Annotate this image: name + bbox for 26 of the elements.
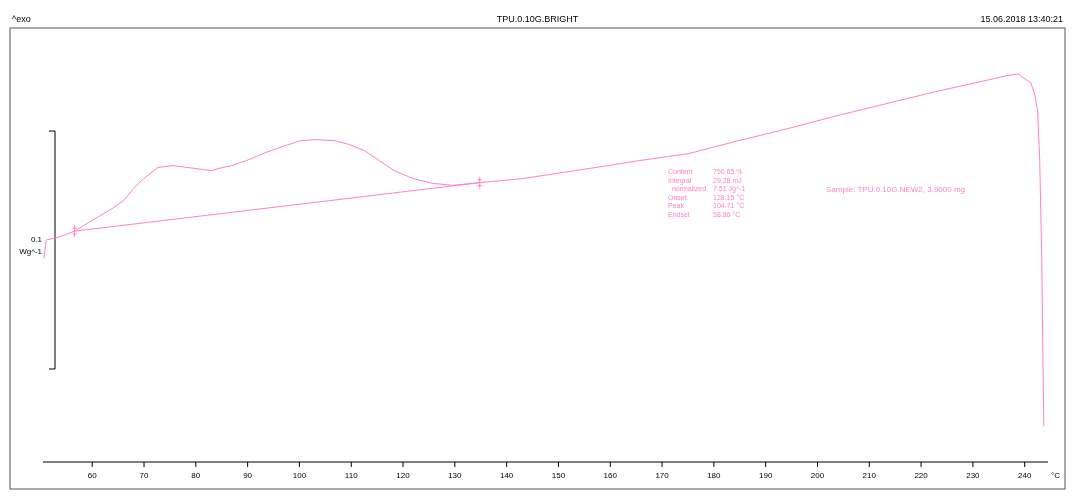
x-tick-label: 100 (292, 471, 307, 480)
x-tick-label: 60 (87, 471, 98, 480)
x-tick-label: 70 (139, 471, 150, 480)
x-tick-label: 160 (603, 471, 618, 480)
x-axis-title: °C (1051, 471, 1061, 480)
x-tick-label: 180 (707, 471, 722, 480)
x-tick-label: 170 (655, 471, 670, 480)
x-tick-label: 240 (1018, 471, 1032, 480)
x-tick-label: 80 (191, 471, 201, 480)
x-tick-label: 140 (499, 471, 514, 480)
text: ^exo (12, 14, 31, 24)
y-axis-title: Wg^-1 (19, 247, 43, 256)
x-tick-label: 90 (243, 471, 253, 480)
x-tick-label: 130 (448, 471, 463, 480)
x-tick-label: 230 (966, 471, 981, 480)
x-tick-label: 210 (862, 471, 877, 480)
x-tick-label: 110 (344, 471, 359, 480)
x-tick-label: 220 (914, 471, 929, 480)
x-tick-label: 200 (810, 471, 825, 480)
text: 0.1 (30, 235, 43, 244)
chart-title: TPU.0.10G.BRIGHT (496, 14, 579, 24)
x-tick-label: 120 (396, 471, 411, 480)
x-tick-label: 150 (551, 471, 566, 480)
annotation: Sample: TPU.0.10G.NEW2, 3.9000 mg (826, 185, 966, 194)
chart-subtitle: 15.06.2018 13:40:21 (980, 14, 1063, 24)
x-tick-label: 190 (758, 471, 773, 480)
